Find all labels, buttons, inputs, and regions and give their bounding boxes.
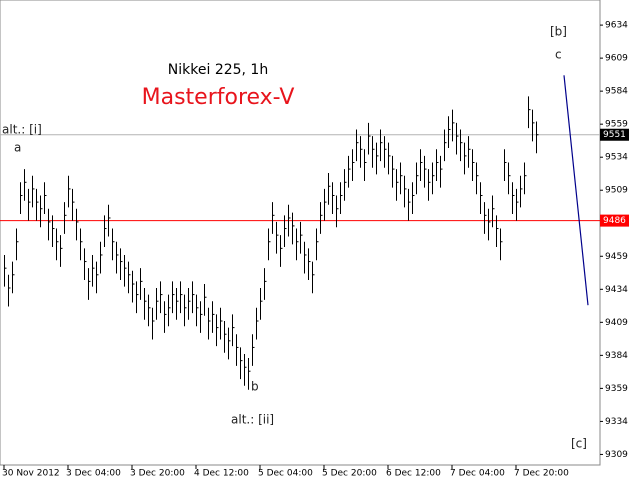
y-tick-label: 9409 <box>605 318 628 328</box>
x-tick-label: 3 Dec 04:00 <box>66 469 121 479</box>
projection-line <box>563 75 589 306</box>
wave-label: [c] <box>571 437 587 451</box>
x-tick-label: 7 Dec 04:00 <box>450 469 505 479</box>
wave-label: a <box>14 141 21 155</box>
x-tick-label: 30 Nov 2012 <box>2 469 60 479</box>
wave-label: b <box>251 380 259 394</box>
y-tick-label: 9609 <box>605 54 628 64</box>
x-tick-label: 7 Dec 20:00 <box>514 469 569 479</box>
x-tick-label: 6 Dec 12:00 <box>386 469 441 479</box>
wave-label: [b] <box>550 25 567 39</box>
y-tick-label: 9459 <box>605 252 628 262</box>
wave-label: alt.: [ii] <box>231 413 274 427</box>
y-tick-label: 9584 <box>605 87 628 97</box>
y-tick-label: 9434 <box>605 285 628 295</box>
level-label-bg <box>600 214 629 227</box>
wave-label: c <box>555 48 562 62</box>
wave-label: alt.: [i] <box>2 123 42 137</box>
y-tick-label: 9509 <box>605 186 628 196</box>
x-tick-label: 5 Dec 04:00 <box>258 469 313 479</box>
x-tick-label: 3 Dec 20:00 <box>130 469 185 479</box>
level-label: 9486 <box>603 216 626 226</box>
y-tick-label: 9359 <box>605 384 628 394</box>
x-tick-label: 5 Dec 20:00 <box>322 469 377 479</box>
chart-title: Nikkei 225, 1h <box>168 62 268 78</box>
y-tick-label: 9334 <box>605 417 628 427</box>
y-tick-label: 9634 <box>605 21 628 31</box>
x-tick-label: 4 Dec 12:00 <box>194 469 249 479</box>
y-tick-label: 9309 <box>605 450 628 460</box>
chart-subtitle: Masterforex-V <box>142 85 295 110</box>
y-tick-label: 9534 <box>605 153 628 163</box>
level-label: 9551 <box>603 130 626 140</box>
level-label-bg <box>600 128 629 141</box>
y-tick-label: 9559 <box>605 120 628 130</box>
y-tick-label: 9384 <box>605 351 628 361</box>
